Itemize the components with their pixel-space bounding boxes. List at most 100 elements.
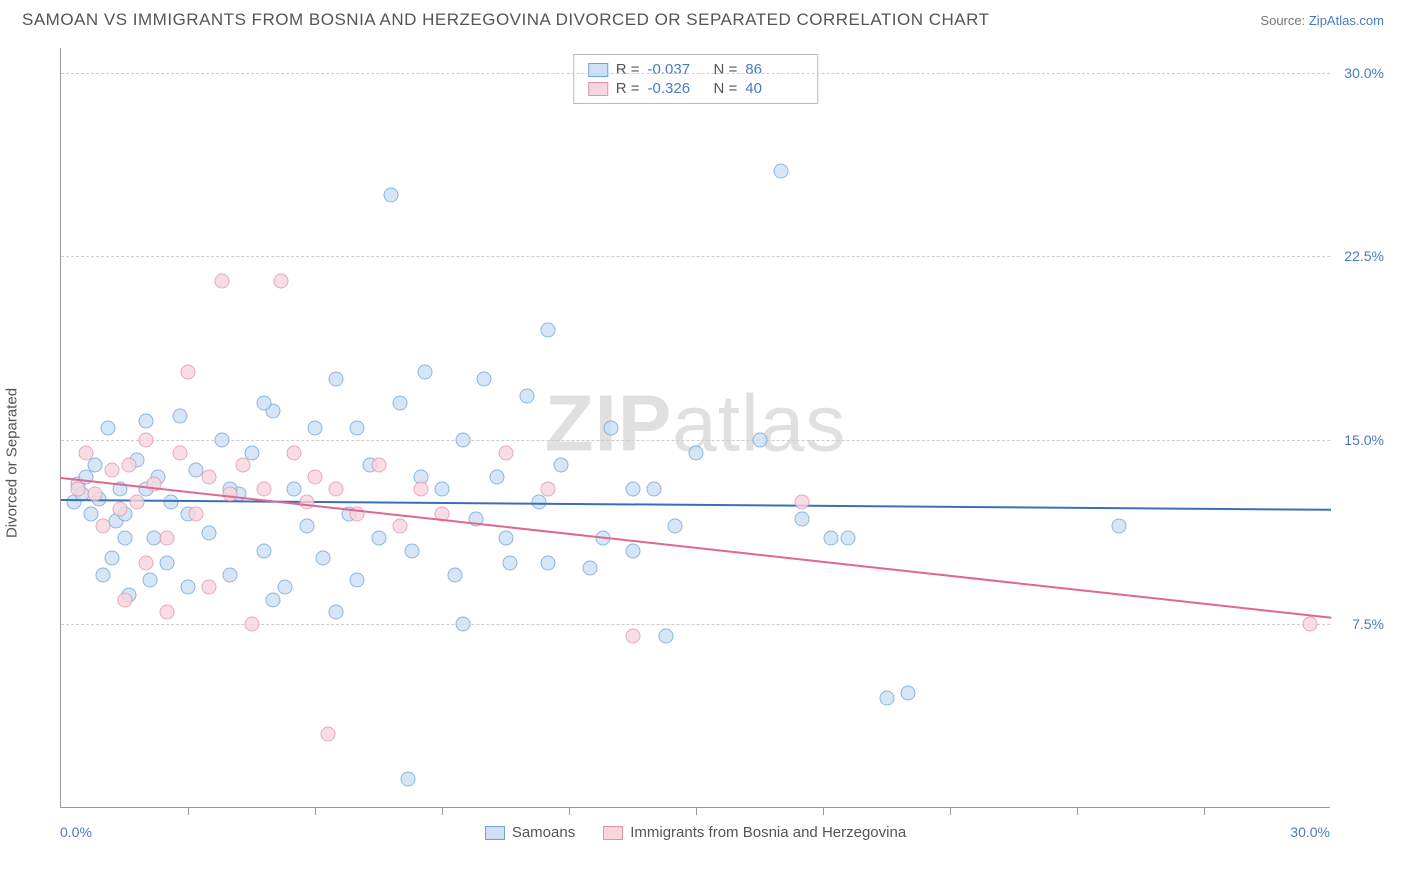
data-point bbox=[329, 371, 344, 386]
data-point bbox=[498, 531, 513, 546]
y-tick-label: 7.5% bbox=[1352, 616, 1384, 632]
data-point bbox=[392, 519, 407, 534]
trend-line bbox=[61, 499, 1331, 511]
data-point bbox=[477, 371, 492, 386]
x-tick bbox=[569, 807, 570, 815]
gridline bbox=[61, 256, 1330, 257]
legend-swatch bbox=[485, 826, 505, 840]
data-point bbox=[413, 482, 428, 497]
data-point bbox=[316, 550, 331, 565]
data-point bbox=[299, 494, 314, 509]
data-point bbox=[659, 629, 674, 644]
n-label: N = bbox=[714, 61, 738, 78]
data-point bbox=[130, 494, 145, 509]
data-point bbox=[96, 568, 111, 583]
data-point bbox=[138, 555, 153, 570]
data-point bbox=[583, 560, 598, 575]
data-point bbox=[773, 163, 788, 178]
data-point bbox=[401, 771, 416, 786]
data-point bbox=[172, 408, 187, 423]
stats-row: R =-0.037N =86 bbox=[588, 61, 804, 78]
x-tick bbox=[188, 807, 189, 815]
x-tick bbox=[1204, 807, 1205, 815]
data-point bbox=[257, 482, 272, 497]
data-point bbox=[159, 531, 174, 546]
data-point bbox=[172, 445, 187, 460]
source-link[interactable]: ZipAtlas.com bbox=[1309, 13, 1384, 28]
data-point bbox=[214, 433, 229, 448]
source-attribution: Source: ZipAtlas.com bbox=[1260, 13, 1384, 28]
data-point bbox=[142, 573, 157, 588]
data-point bbox=[202, 470, 217, 485]
n-label: N = bbox=[714, 80, 738, 97]
data-point bbox=[265, 592, 280, 607]
stats-row: R =-0.326N =40 bbox=[588, 80, 804, 97]
data-point bbox=[794, 494, 809, 509]
data-point bbox=[392, 396, 407, 411]
x-tick bbox=[950, 807, 951, 815]
data-point bbox=[371, 457, 386, 472]
chart-title: SAMOAN VS IMMIGRANTS FROM BOSNIA AND HER… bbox=[22, 10, 989, 30]
data-point bbox=[841, 531, 856, 546]
data-point bbox=[456, 433, 471, 448]
y-tick-label: 22.5% bbox=[1344, 248, 1384, 264]
data-point bbox=[447, 568, 462, 583]
n-value: 40 bbox=[745, 80, 803, 97]
data-point bbox=[667, 519, 682, 534]
data-point bbox=[117, 531, 132, 546]
data-point bbox=[879, 690, 894, 705]
chart-container: Divorced or Separated ZIPatlas R =-0.037… bbox=[22, 48, 1384, 878]
legend-item: Samoans bbox=[485, 824, 575, 841]
data-point bbox=[553, 457, 568, 472]
data-point bbox=[604, 421, 619, 436]
data-point bbox=[900, 685, 915, 700]
data-point bbox=[70, 482, 85, 497]
data-point bbox=[104, 462, 119, 477]
data-point bbox=[159, 604, 174, 619]
data-point bbox=[87, 487, 102, 502]
data-point bbox=[113, 501, 128, 516]
data-point bbox=[138, 433, 153, 448]
data-point bbox=[181, 580, 196, 595]
data-point bbox=[159, 555, 174, 570]
data-point bbox=[121, 457, 136, 472]
data-point bbox=[286, 445, 301, 460]
r-value: -0.037 bbox=[648, 61, 706, 78]
data-point bbox=[138, 413, 153, 428]
data-point bbox=[329, 604, 344, 619]
legend-item: Immigrants from Bosnia and Herzegovina bbox=[603, 824, 906, 841]
data-point bbox=[646, 482, 661, 497]
data-point bbox=[236, 457, 251, 472]
gridline bbox=[61, 73, 1330, 74]
r-label: R = bbox=[616, 80, 640, 97]
y-tick-label: 30.0% bbox=[1344, 65, 1384, 81]
stats-swatch bbox=[588, 82, 608, 96]
data-point bbox=[1112, 519, 1127, 534]
legend-label: Samoans bbox=[512, 824, 575, 841]
legend-swatch bbox=[603, 826, 623, 840]
data-point bbox=[540, 322, 555, 337]
data-point bbox=[100, 421, 115, 436]
data-point bbox=[1302, 617, 1317, 632]
source-label: Source: bbox=[1260, 13, 1305, 28]
data-point bbox=[278, 580, 293, 595]
data-point bbox=[257, 396, 272, 411]
r-label: R = bbox=[616, 61, 640, 78]
data-point bbox=[189, 506, 204, 521]
x-tick bbox=[696, 807, 697, 815]
data-point bbox=[350, 421, 365, 436]
x-tick bbox=[823, 807, 824, 815]
trend-line bbox=[61, 477, 1331, 619]
plot-area: ZIPatlas R =-0.037N =86R =-0.326N =40 Sa… bbox=[60, 48, 1330, 808]
data-point bbox=[405, 543, 420, 558]
x-axis-min-label: 0.0% bbox=[60, 824, 92, 840]
data-point bbox=[689, 445, 704, 460]
data-point bbox=[223, 568, 238, 583]
data-point bbox=[79, 445, 94, 460]
data-point bbox=[824, 531, 839, 546]
data-point bbox=[117, 592, 132, 607]
data-point bbox=[274, 273, 289, 288]
data-point bbox=[286, 482, 301, 497]
x-axis-max-label: 30.0% bbox=[1290, 824, 1330, 840]
stats-swatch bbox=[588, 63, 608, 77]
